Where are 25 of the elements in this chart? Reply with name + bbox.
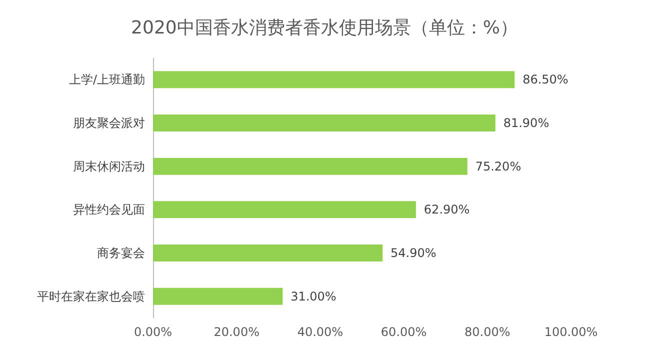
bar [153,201,416,218]
bar [153,114,496,132]
data-label: 31.00% [290,289,336,304]
bar [153,244,382,262]
y-tick-label: 平时在家在家也会喷 [37,289,145,304]
y-tick-label: 上学/上班通勤 [68,72,145,87]
y-tick-label: 朋友聚会派对 [73,116,145,130]
data-label: 54.90% [390,246,436,260]
bar [153,288,283,305]
chart-title: 2020中国香水消费者香水使用场景（单位：%） [131,18,518,38]
x-tick-label: 100.00% [544,325,598,339]
x-tick-label: 20.00% [214,325,260,339]
x-tick-label: 0.00% [134,325,172,339]
x-tick-label: 80.00% [464,325,510,339]
x-tick-label: 60.00% [380,325,427,339]
data-label: 86.50% [522,72,568,87]
y-tick-label: 异性约会见面 [73,202,145,217]
bar [153,71,515,88]
bar [153,158,468,175]
y-tick-label: 商务宴会 [97,246,145,260]
x-tick-label: 40.00% [297,325,344,339]
data-label: 75.20% [475,159,522,174]
data-label: 62.90% [424,202,470,217]
y-tick-label: 周末休闲活动 [73,159,145,174]
data-label: 81.90% [503,116,550,130]
